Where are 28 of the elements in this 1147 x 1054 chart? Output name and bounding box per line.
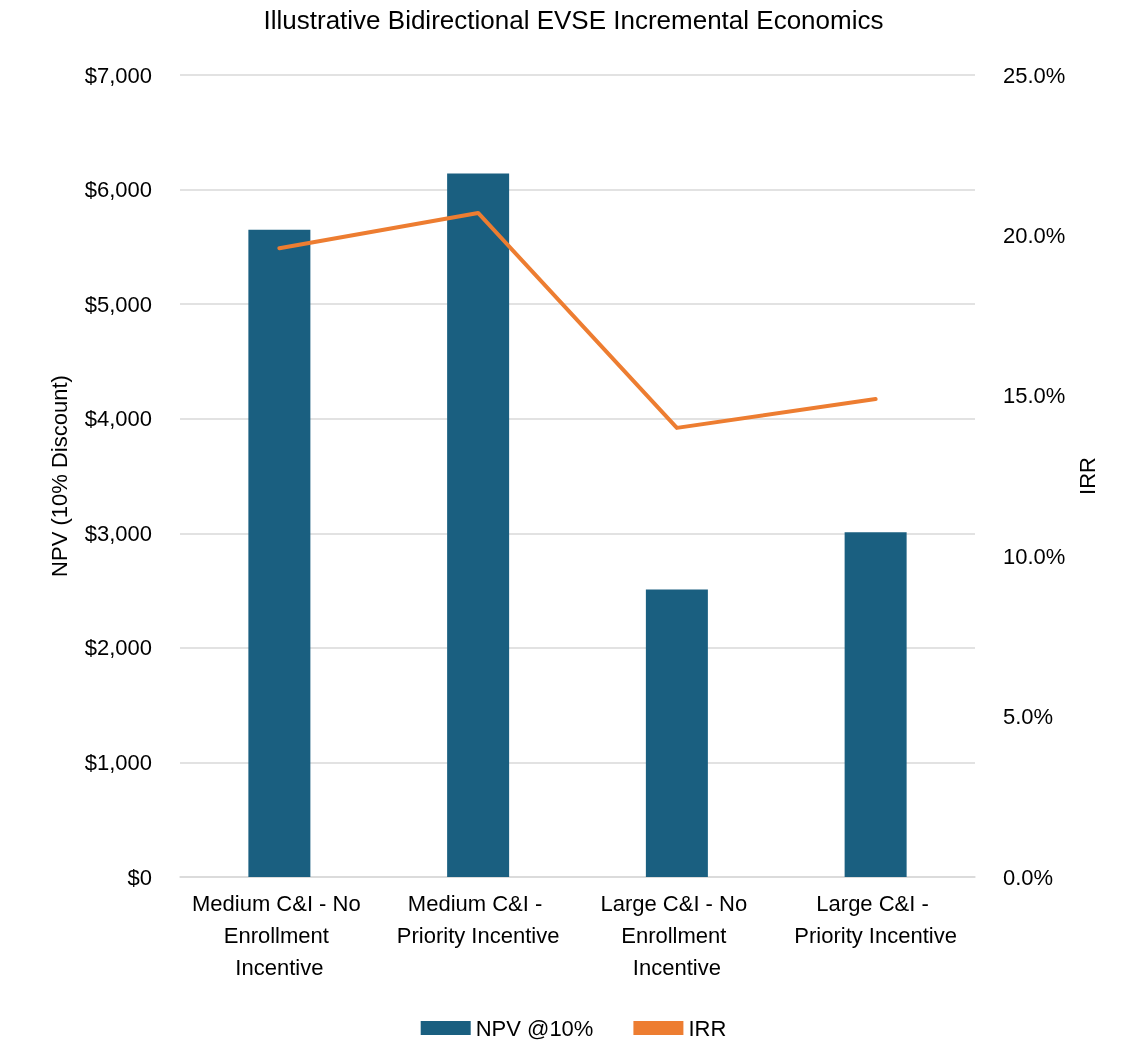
x-tick-label: Medium C&I - Priority Incentive	[396, 890, 560, 948]
x-tick-label: Medium C&I - No Enrollment Incentive	[191, 890, 367, 980]
y2-tick-label: 15.0%	[1003, 383, 1066, 409]
bar	[447, 173, 510, 877]
bar	[645, 589, 708, 877]
y-axis-title: NPV (10% Discount)	[46, 375, 72, 577]
y2-tick-label: 10.0%	[1003, 543, 1066, 569]
y-tick-label: $2,000	[84, 635, 152, 661]
x-tick-label: Large C&I - Priority Incentive	[794, 890, 957, 948]
bar	[248, 229, 311, 877]
y2-tick-label: 0.0%	[1003, 864, 1054, 890]
y-tick-label: $0	[127, 864, 152, 890]
y-tick-label: $6,000	[84, 177, 152, 203]
y-tick-label: $5,000	[84, 291, 152, 317]
chart-title: Illustrative Bidirectional EVSE Incremental Economics	[263, 5, 884, 35]
y2-axis-title: IRR	[1074, 457, 1100, 495]
y-tick-label: $4,000	[84, 406, 152, 432]
legend-label: NPV @10%	[475, 1015, 594, 1041]
bar	[844, 532, 907, 877]
y2-tick-label: 5.0%	[1003, 704, 1054, 730]
legend-label: IRR	[688, 1015, 727, 1041]
y-tick-label: $1,000	[84, 749, 152, 775]
y-tick-label: $7,000	[84, 62, 152, 88]
y-tick-label: $3,000	[84, 520, 152, 546]
x-tick-label: Large C&I - No Enrollment Incentive	[600, 890, 754, 980]
y2-tick-label: 20.0%	[1003, 222, 1066, 248]
line-series	[277, 210, 878, 430]
y2-tick-label: 25.0%	[1003, 62, 1066, 88]
